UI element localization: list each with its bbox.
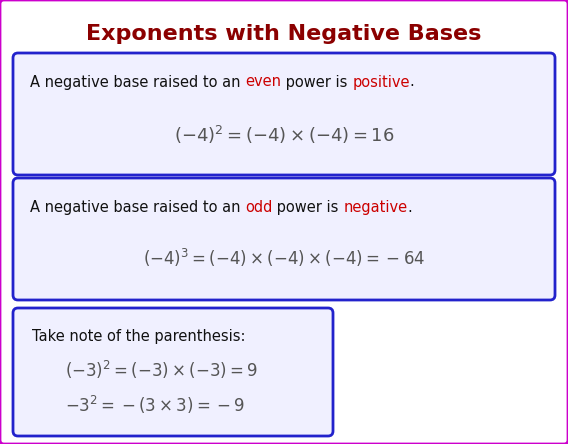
Text: Take note of the parenthesis:: Take note of the parenthesis:: [32, 329, 245, 344]
FancyBboxPatch shape: [13, 53, 555, 175]
FancyBboxPatch shape: [13, 178, 555, 300]
Text: .: .: [408, 199, 412, 214]
Text: power is: power is: [273, 199, 344, 214]
Text: A negative base raised to an: A negative base raised to an: [30, 75, 245, 90]
Text: negative: negative: [344, 199, 408, 214]
FancyBboxPatch shape: [13, 308, 333, 436]
Text: A negative base raised to an: A negative base raised to an: [30, 199, 245, 214]
Text: even: even: [245, 75, 281, 90]
Text: power is: power is: [281, 75, 352, 90]
Text: $-3^{2}=-(3\times3)=-9$: $-3^{2}=-(3\times3)=-9$: [65, 394, 245, 416]
Text: $(-4)^{3}=(-4)\times(-4)\times(-4)=-64$: $(-4)^{3}=(-4)\times(-4)\times(-4)=-64$: [143, 247, 425, 269]
Text: Exponents with Negative Bases: Exponents with Negative Bases: [86, 24, 482, 44]
Text: positive: positive: [352, 75, 410, 90]
Text: $(-3)^{2}=(-3)\times(-3)=9$: $(-3)^{2}=(-3)\times(-3)=9$: [65, 359, 258, 381]
Text: $(-4)^{2}=(-4)\times(-4)=16$: $(-4)^{2}=(-4)\times(-4)=16$: [174, 124, 394, 146]
Text: .: .: [410, 75, 415, 90]
Text: odd: odd: [245, 199, 273, 214]
